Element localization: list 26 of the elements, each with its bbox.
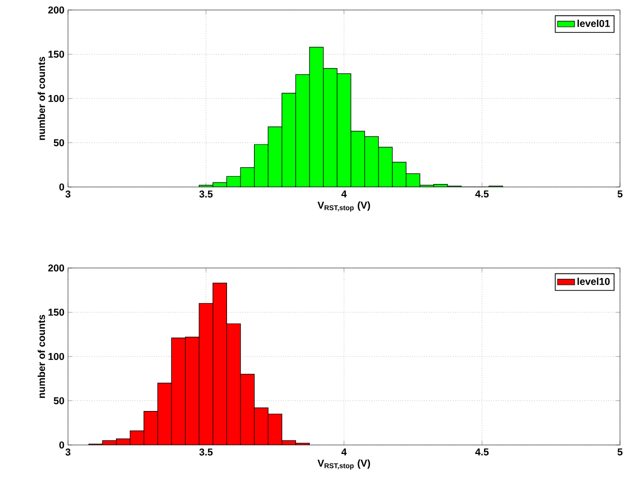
x-tick-label: 3 [65,448,70,456]
legend-label: level10 [578,278,610,285]
y-tick-label: 0 [59,441,64,449]
x-axis-title: V$_{RST,stop}$ (V) [318,459,370,470]
x-tick-label: 3.5 [199,448,213,456]
y-tick-label: 150 [48,308,64,316]
y-tick-label: 50 [54,397,64,404]
y-axis-title: number of counts [38,314,46,398]
y-tick-label: 200 [48,264,64,272]
y-tick-label: 100 [48,352,64,360]
x-tick-label: 4.5 [475,448,489,456]
y-tick-label: 0 [59,183,64,191]
legend-label: level01 [578,20,610,27]
x-tick-label: 5 [618,448,622,456]
y-axis-title: number of counts [38,56,46,140]
y-tick-label: 150 [48,50,64,58]
x-tick-label: 4 [341,448,347,456]
y-tick-label: 200 [48,6,64,14]
x-tick-label: 3 [65,190,70,198]
x-axis-title: V$_{RST,stop}$ (V) [318,201,370,212]
x-tick-label: 3.5 [199,190,213,198]
y-tick-label: 50 [54,139,64,146]
x-tick-label: 4 [341,190,347,198]
x-tick-label: 5 [618,190,622,198]
x-tick-label: 4.5 [475,190,489,198]
y-tick-label: 100 [48,94,64,102]
